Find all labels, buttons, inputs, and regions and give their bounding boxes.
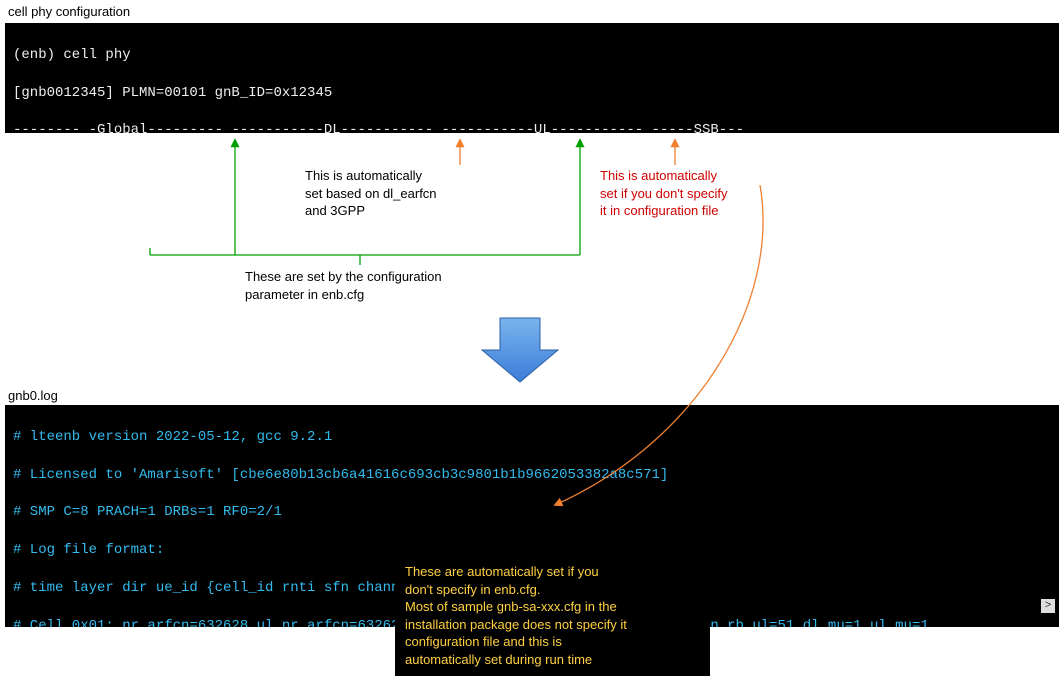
t2-l4: # Log file format:	[13, 542, 164, 558]
t2-l2: # Licensed to 'Amarisoft' [cbe6e80b13cb6…	[13, 467, 668, 483]
annot-box-l2: don't specify in enb.cfg.	[405, 581, 700, 599]
scroll-right-hint[interactable]: >	[1041, 599, 1055, 613]
annot-auto-ssb-l2: set if you don't specify	[600, 185, 728, 203]
annot-box-l6: automatically set during run time	[405, 651, 700, 669]
annotation-cfg: These are set by the configuration param…	[245, 268, 442, 303]
hdr-p1: --------	[13, 122, 89, 133]
section-title-bottom: gnb0.log	[8, 388, 58, 403]
hdr-global: -Global-	[89, 122, 156, 133]
section-title-top: cell phy configuration	[8, 4, 130, 19]
annot-box-l1: These are automatically set if you	[405, 563, 700, 581]
annot-cfg-l2: parameter in enb.cfg	[245, 286, 442, 304]
annotation-box-auto-ssb: These are automatically set if you don't…	[395, 555, 710, 676]
terminal-cell-phy: (enb) cell phy [gnb0012345] PLMN=00101 g…	[5, 23, 1059, 133]
term1-line2: [gnb0012345] PLMN=00101 gnB_ID=0x12345	[13, 85, 332, 101]
annotation-auto-dl: This is automatically set based on dl_ea…	[305, 167, 437, 220]
annot-auto-ssb-l3: it in configuration file	[600, 202, 728, 220]
hdr-p4: -----	[643, 122, 693, 133]
annot-cfg-l1: These are set by the configuration	[245, 268, 442, 286]
annot-auto-dl-l3: and 3GPP	[305, 202, 437, 220]
term1-line1: (enb) cell phy	[13, 47, 131, 63]
hdr-p5: ---	[719, 122, 744, 133]
annotation-auto-ssb: This is automatically set if you don't s…	[600, 167, 728, 220]
hdr-p3	[433, 122, 441, 133]
t2-l1: # lteenb version 2022-05-12, gcc 9.2.1	[13, 429, 332, 445]
hdr-ssb: SSB	[694, 122, 719, 133]
hdr-p2: --------	[156, 122, 232, 133]
annot-box-l3: Most of sample gnb-sa-xxx.cfg in the	[405, 598, 700, 616]
annot-auto-ssb-l1: This is automatically	[600, 167, 728, 185]
big-down-arrow-icon	[482, 318, 558, 382]
t2-l3: # SMP C=8 PRACH=1 DRBs=1 RF0=2/1	[13, 504, 282, 520]
hdr-dl: -----------DL-----------	[231, 122, 433, 133]
annot-box-l5: configuration file and this is	[405, 633, 700, 651]
annot-auto-dl-l1: This is automatically	[305, 167, 437, 185]
hdr-ul: -----------UL-----------	[442, 122, 644, 133]
annot-box-l4: installation package does not specify it	[405, 616, 700, 634]
annot-auto-dl-l2: set based on dl_earfcn	[305, 185, 437, 203]
